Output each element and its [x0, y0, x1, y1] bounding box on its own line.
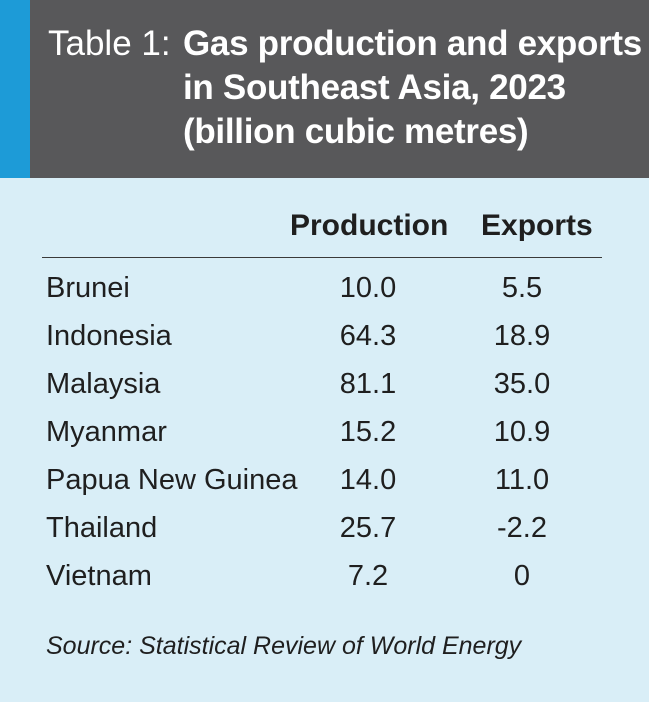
- exports-cell: 5.5: [501, 272, 543, 304]
- production-cell: 64.3: [339, 320, 397, 352]
- table-header: Table 1: Gas production and exports in S…: [0, 0, 649, 178]
- table-title-line: (billion cubic metres): [183, 112, 529, 151]
- country-cell: Myanmar: [46, 416, 167, 448]
- exports-cell: -2.2: [497, 512, 547, 544]
- production-cell: 7.2: [347, 560, 389, 592]
- country-cell: Vietnam: [46, 560, 152, 592]
- exports-cell: 18.9: [493, 320, 551, 352]
- country-cell: Malaysia: [46, 368, 161, 400]
- production-cell: 15.2: [339, 416, 397, 448]
- table-title: Gas production and exports in Southeast …: [183, 22, 642, 154]
- production-cell: 14.0: [339, 464, 397, 496]
- production-cell: 10.0: [339, 272, 397, 304]
- table-row: Thailand 25.7 -2.2: [0, 506, 649, 554]
- source-note: Source: Statistical Review of World Ener…: [46, 632, 522, 660]
- country-cell: Brunei: [46, 272, 130, 304]
- table-body: Brunei 10.0 5.5 Indonesia 64.3 18.9 Mala…: [0, 266, 649, 602]
- table-number: Table 1:: [48, 24, 171, 63]
- table-title-line: Gas production and exports: [183, 24, 642, 63]
- column-header-production: Production: [290, 209, 449, 242]
- table-row: Brunei 10.0 5.5: [0, 266, 649, 314]
- country-cell: Thailand: [46, 512, 158, 544]
- country-cell: Papua New Guinea: [46, 464, 298, 496]
- production-cell: 25.7: [339, 512, 397, 544]
- table-row: Malaysia 81.1 35.0: [0, 362, 649, 410]
- exports-cell: 11.0: [494, 464, 550, 496]
- table-title-line: in Southeast Asia, 2023: [183, 68, 566, 107]
- column-header-exports: Exports: [481, 209, 593, 242]
- exports-cell: 35.0: [493, 368, 551, 400]
- accent-bar: [0, 0, 30, 178]
- table-row: Vietnam 7.2 0: [0, 554, 649, 602]
- production-cell: 81.1: [339, 368, 397, 400]
- country-cell: Indonesia: [46, 320, 172, 352]
- table-row: Indonesia 64.3 18.9: [0, 314, 649, 362]
- table-row: Papua New Guinea 14.0 11.0: [0, 458, 649, 506]
- header-divider: [42, 257, 602, 258]
- exports-cell: 10.9: [493, 416, 551, 448]
- table-row: Myanmar 15.2 10.9: [0, 410, 649, 458]
- exports-cell: 0: [513, 560, 531, 592]
